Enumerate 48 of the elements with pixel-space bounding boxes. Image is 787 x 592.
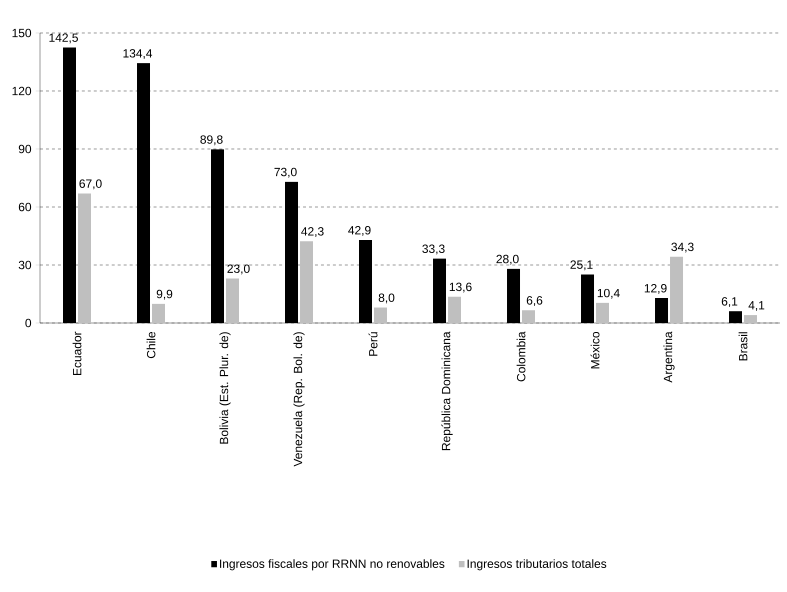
y-tick-label: 30: [18, 260, 32, 270]
bar: [448, 296, 462, 323]
bar: [374, 308, 388, 323]
data-label: 6,1: [722, 297, 738, 308]
data-label: 67,0: [79, 179, 102, 190]
data-label: 23,0: [227, 264, 250, 274]
data-label: 33,3: [422, 244, 445, 254]
y-tick-label: 60: [18, 202, 32, 212]
bar: [670, 256, 684, 323]
x-tick-label: Chile: [146, 332, 156, 358]
legend-label: Ingresos fiscales por RRNN no renovables: [220, 559, 444, 570]
x-tick-label: Brasil: [738, 332, 748, 360]
data-label: 6,6: [526, 296, 542, 306]
data-label: 13,6: [450, 282, 472, 293]
bar: [522, 310, 536, 323]
data-label: 134,4: [123, 49, 152, 59]
x-tick-label: México: [590, 332, 600, 368]
bar: [78, 193, 91, 323]
x-tick-label: Venezuela (Rep. Bol. de): [293, 332, 305, 467]
data-label: 34,3: [671, 242, 694, 253]
bar: [300, 241, 314, 323]
x-tick-label: Colombia: [516, 331, 526, 382]
y-tick-label: 120: [12, 86, 32, 96]
y-tick-label: 150: [12, 28, 32, 38]
bar: [596, 302, 610, 323]
data-label: 12,9: [644, 284, 667, 294]
data-label: 10,4: [598, 288, 620, 299]
bar: [152, 304, 166, 323]
data-label: 42,3: [301, 227, 324, 238]
data-label: 9,9: [156, 290, 172, 300]
x-tick-label: República Dominicana: [441, 331, 453, 450]
y-tick-label: 90: [18, 144, 32, 154]
x-tick-label: Perú: [368, 332, 378, 356]
data-label: 4,1: [748, 301, 764, 311]
x-tick-label: Argentina: [663, 331, 675, 383]
x-tick-label: Ecuador: [72, 332, 82, 375]
data-label: 42,9: [348, 226, 371, 236]
data-label: 89,8: [200, 135, 223, 146]
bar: [744, 315, 758, 323]
data-label: 28,0: [496, 254, 519, 265]
bar: [226, 278, 240, 323]
data-label: 25,1: [570, 260, 593, 270]
data-label: 142,5: [49, 33, 78, 44]
legend-label: Ingresos tributarios totales: [468, 559, 606, 570]
x-tick-label: Bolivia (Est. Plur. de): [219, 332, 231, 444]
y-tick-label: 0: [25, 318, 32, 328]
data-label: 8,0: [378, 293, 394, 304]
data-label: 73,0: [274, 168, 297, 178]
